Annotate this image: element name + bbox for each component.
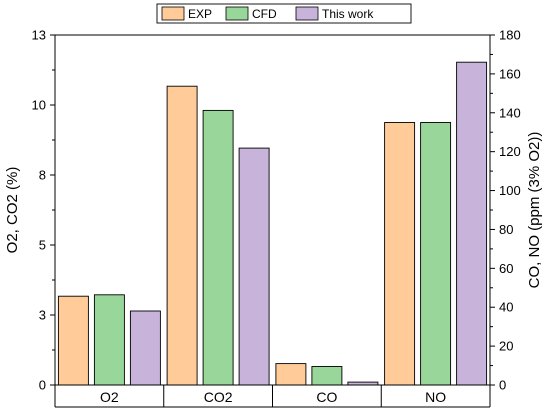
- left-tick-label: 10: [32, 98, 46, 113]
- left-tick-label: 13: [32, 28, 46, 43]
- bar-no-exp: [384, 122, 416, 386]
- right-tick-label: 0: [499, 378, 506, 393]
- bar-no-this-work: [456, 61, 488, 386]
- category-label-co2: CO2: [204, 389, 233, 405]
- bar-co2-cfd: [202, 109, 234, 386]
- category-label-co: CO: [316, 389, 337, 405]
- right-axis-title: CO, NO (ppm (3% O2)): [526, 132, 543, 289]
- bar-co-cfd: [311, 366, 343, 386]
- bar-o2-exp: [57, 295, 89, 386]
- legend-swatch-cfd: [225, 6, 249, 21]
- left-tick-label: 5: [39, 238, 46, 253]
- bars-layer: [57, 61, 488, 386]
- bar-co2-this-work: [238, 147, 270, 386]
- legend-label-exp: EXP: [188, 7, 212, 21]
- bar-co-exp: [275, 363, 307, 386]
- bar-o2-cfd: [93, 294, 125, 386]
- left-tick-label: 3: [39, 308, 46, 323]
- bar-o2-this-work: [129, 310, 161, 386]
- right-tick-label: 80: [499, 222, 513, 237]
- category-label-no: NO: [425, 389, 446, 405]
- bar-no-cfd: [420, 122, 452, 386]
- axes-layer: 0 3 5 8 10 13 0 20 40 60 80 100 120 140 160 180 O2, CO2 …: [4, 28, 543, 408]
- right-tick-label: 40: [499, 300, 513, 315]
- right-tick-label: 100: [499, 183, 521, 198]
- right-tick-label: 140: [499, 105, 521, 120]
- right-tick-label: 120: [499, 144, 521, 159]
- legend-swatch-exp: [161, 6, 185, 21]
- left-axis-title: O2, CO2 (%): [4, 167, 21, 254]
- left-tick-label: 8: [39, 168, 46, 183]
- bar-co2-exp: [166, 85, 198, 386]
- category-label-o2: O2: [100, 389, 119, 405]
- legend: EXP CFD This work: [156, 3, 412, 24]
- legend-label-cfd: CFD: [252, 7, 277, 21]
- right-tick-label: 20: [499, 339, 513, 354]
- left-tick-label: 0: [39, 378, 46, 393]
- right-tick-label: 60: [499, 261, 513, 276]
- legend-box: [156, 3, 412, 24]
- right-tick-label: 180: [499, 28, 521, 43]
- legend-label-this-work: This work: [322, 7, 374, 21]
- legend-swatch-this-work: [295, 6, 319, 21]
- right-tick-label: 160: [499, 66, 521, 81]
